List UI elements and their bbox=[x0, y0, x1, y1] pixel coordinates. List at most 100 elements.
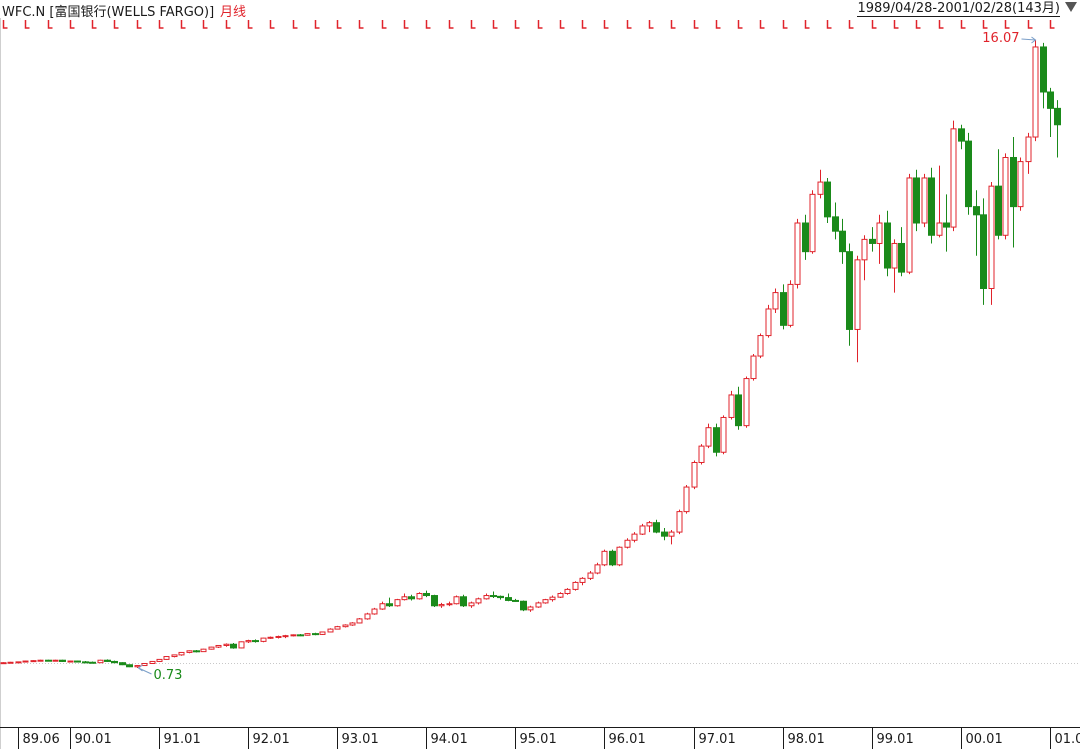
candle-body bbox=[178, 651, 185, 656]
month-marker bbox=[202, 20, 208, 29]
candle bbox=[535, 601, 542, 608]
candle-body bbox=[861, 238, 868, 261]
candle bbox=[178, 651, 185, 656]
candle bbox=[134, 665, 141, 668]
candle-body bbox=[82, 661, 89, 664]
candle-body bbox=[245, 640, 252, 643]
candle bbox=[30, 660, 37, 663]
candle-body bbox=[720, 416, 727, 453]
candle bbox=[861, 235, 868, 281]
candle-body bbox=[639, 525, 646, 535]
candle bbox=[282, 634, 289, 639]
candle bbox=[22, 660, 29, 663]
candle-body bbox=[490, 595, 497, 598]
candle bbox=[624, 538, 631, 549]
candle bbox=[950, 120, 957, 232]
candle-body bbox=[520, 600, 527, 611]
high-value-label: 16.07 bbox=[982, 31, 1019, 46]
candle-body bbox=[475, 598, 482, 604]
candle bbox=[401, 593, 408, 601]
month-marker bbox=[581, 20, 587, 29]
candle bbox=[82, 661, 89, 664]
candle-body bbox=[869, 238, 876, 244]
candle-body bbox=[260, 637, 267, 642]
candle bbox=[735, 386, 742, 430]
candle bbox=[394, 598, 401, 607]
candle bbox=[386, 597, 393, 608]
candle bbox=[884, 210, 891, 277]
candle-body bbox=[408, 596, 415, 600]
candle bbox=[668, 530, 675, 545]
candle bbox=[67, 660, 74, 663]
candle-body bbox=[535, 602, 542, 608]
month-marker bbox=[626, 20, 632, 29]
candle-body bbox=[238, 641, 245, 649]
candle-body bbox=[0, 662, 7, 665]
candle-body bbox=[713, 427, 720, 453]
candle bbox=[193, 649, 200, 653]
candle-body bbox=[1047, 91, 1054, 109]
month-marker bbox=[960, 20, 966, 29]
candle-body bbox=[312, 633, 319, 636]
candle-body bbox=[438, 604, 445, 607]
candle-body bbox=[267, 636, 274, 639]
candle bbox=[304, 633, 311, 636]
month-marker bbox=[448, 20, 454, 29]
candle-body bbox=[252, 640, 259, 643]
month-marker bbox=[91, 20, 97, 29]
candle-body bbox=[802, 222, 809, 253]
period-label[interactable]: 月线 bbox=[220, 5, 247, 20]
candle-body bbox=[839, 230, 846, 253]
candle bbox=[215, 644, 222, 648]
x-tick-label: 01.0 bbox=[1055, 732, 1080, 747]
candle-body bbox=[446, 603, 453, 606]
candle bbox=[342, 624, 349, 628]
x-tick-label: 91.01 bbox=[164, 732, 201, 747]
candle bbox=[483, 593, 490, 600]
candle bbox=[275, 635, 282, 639]
candle bbox=[661, 527, 668, 541]
candle-body bbox=[1010, 156, 1017, 208]
candle-body bbox=[89, 661, 96, 664]
candle bbox=[230, 643, 237, 649]
candle-body bbox=[193, 650, 200, 653]
candle-body bbox=[460, 596, 467, 607]
candle-body bbox=[97, 659, 104, 664]
candle-body bbox=[30, 660, 37, 663]
candle bbox=[921, 173, 928, 228]
candle bbox=[958, 124, 965, 150]
candle bbox=[297, 634, 304, 637]
candle-body bbox=[297, 634, 304, 637]
candle bbox=[594, 562, 601, 575]
candle bbox=[119, 662, 126, 666]
candle bbox=[616, 546, 623, 567]
candle bbox=[171, 654, 178, 658]
candle-body bbox=[928, 177, 935, 236]
candle-body bbox=[394, 599, 401, 607]
month-marker bbox=[1027, 20, 1033, 29]
month-marker bbox=[938, 20, 944, 29]
candle bbox=[587, 570, 594, 580]
candle bbox=[156, 658, 163, 662]
chevron-down-icon[interactable] bbox=[1065, 2, 1077, 12]
candle-body bbox=[334, 626, 341, 630]
candle bbox=[757, 333, 764, 359]
candle bbox=[468, 601, 475, 608]
candle-body bbox=[134, 665, 141, 668]
candle bbox=[980, 198, 987, 305]
candle-body bbox=[141, 662, 148, 667]
month-marker bbox=[1004, 20, 1010, 29]
candle bbox=[505, 593, 512, 602]
candle bbox=[475, 597, 482, 605]
candle bbox=[973, 190, 980, 256]
candle-body bbox=[564, 588, 571, 594]
candle bbox=[698, 444, 705, 465]
candle bbox=[126, 664, 133, 668]
candle-body bbox=[111, 660, 118, 664]
month-marker bbox=[358, 20, 364, 29]
month-marker bbox=[871, 20, 877, 29]
candle-body bbox=[401, 596, 408, 601]
month-marker bbox=[69, 20, 75, 29]
candle-body bbox=[59, 659, 66, 662]
